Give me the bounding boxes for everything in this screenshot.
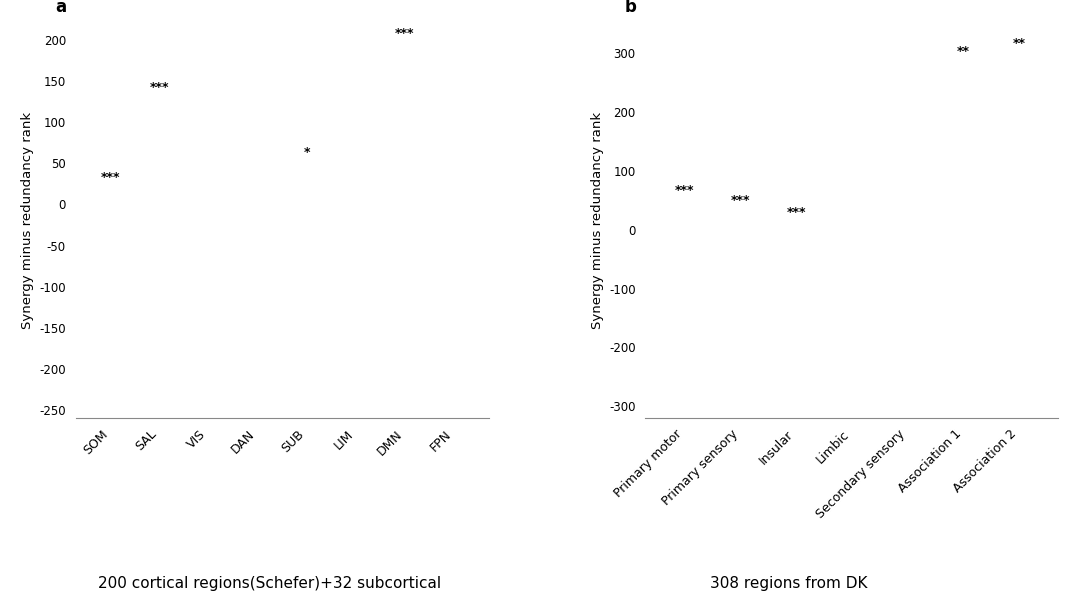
Y-axis label: Synergy minus redundancy rank: Synergy minus redundancy rank xyxy=(591,112,604,330)
Text: ***: *** xyxy=(395,27,415,41)
Text: b: b xyxy=(625,0,637,16)
Text: ***: *** xyxy=(100,171,120,184)
Text: *: * xyxy=(303,146,310,159)
Text: ***: *** xyxy=(444,0,464,1)
Text: ***: *** xyxy=(675,184,694,198)
Text: **: ** xyxy=(957,45,970,58)
Text: 200 cortical regions(Schefer)+32 subcortical: 200 cortical regions(Schefer)+32 subcort… xyxy=(98,576,442,591)
Text: ***: *** xyxy=(786,206,806,219)
Text: ***: *** xyxy=(730,195,751,207)
Text: a: a xyxy=(55,0,66,16)
Text: ***: *** xyxy=(149,81,168,94)
Y-axis label: Synergy minus redundancy rank: Synergy minus redundancy rank xyxy=(21,112,33,330)
Text: **: ** xyxy=(1013,38,1026,50)
Text: 308 regions from DK: 308 regions from DK xyxy=(710,576,867,591)
